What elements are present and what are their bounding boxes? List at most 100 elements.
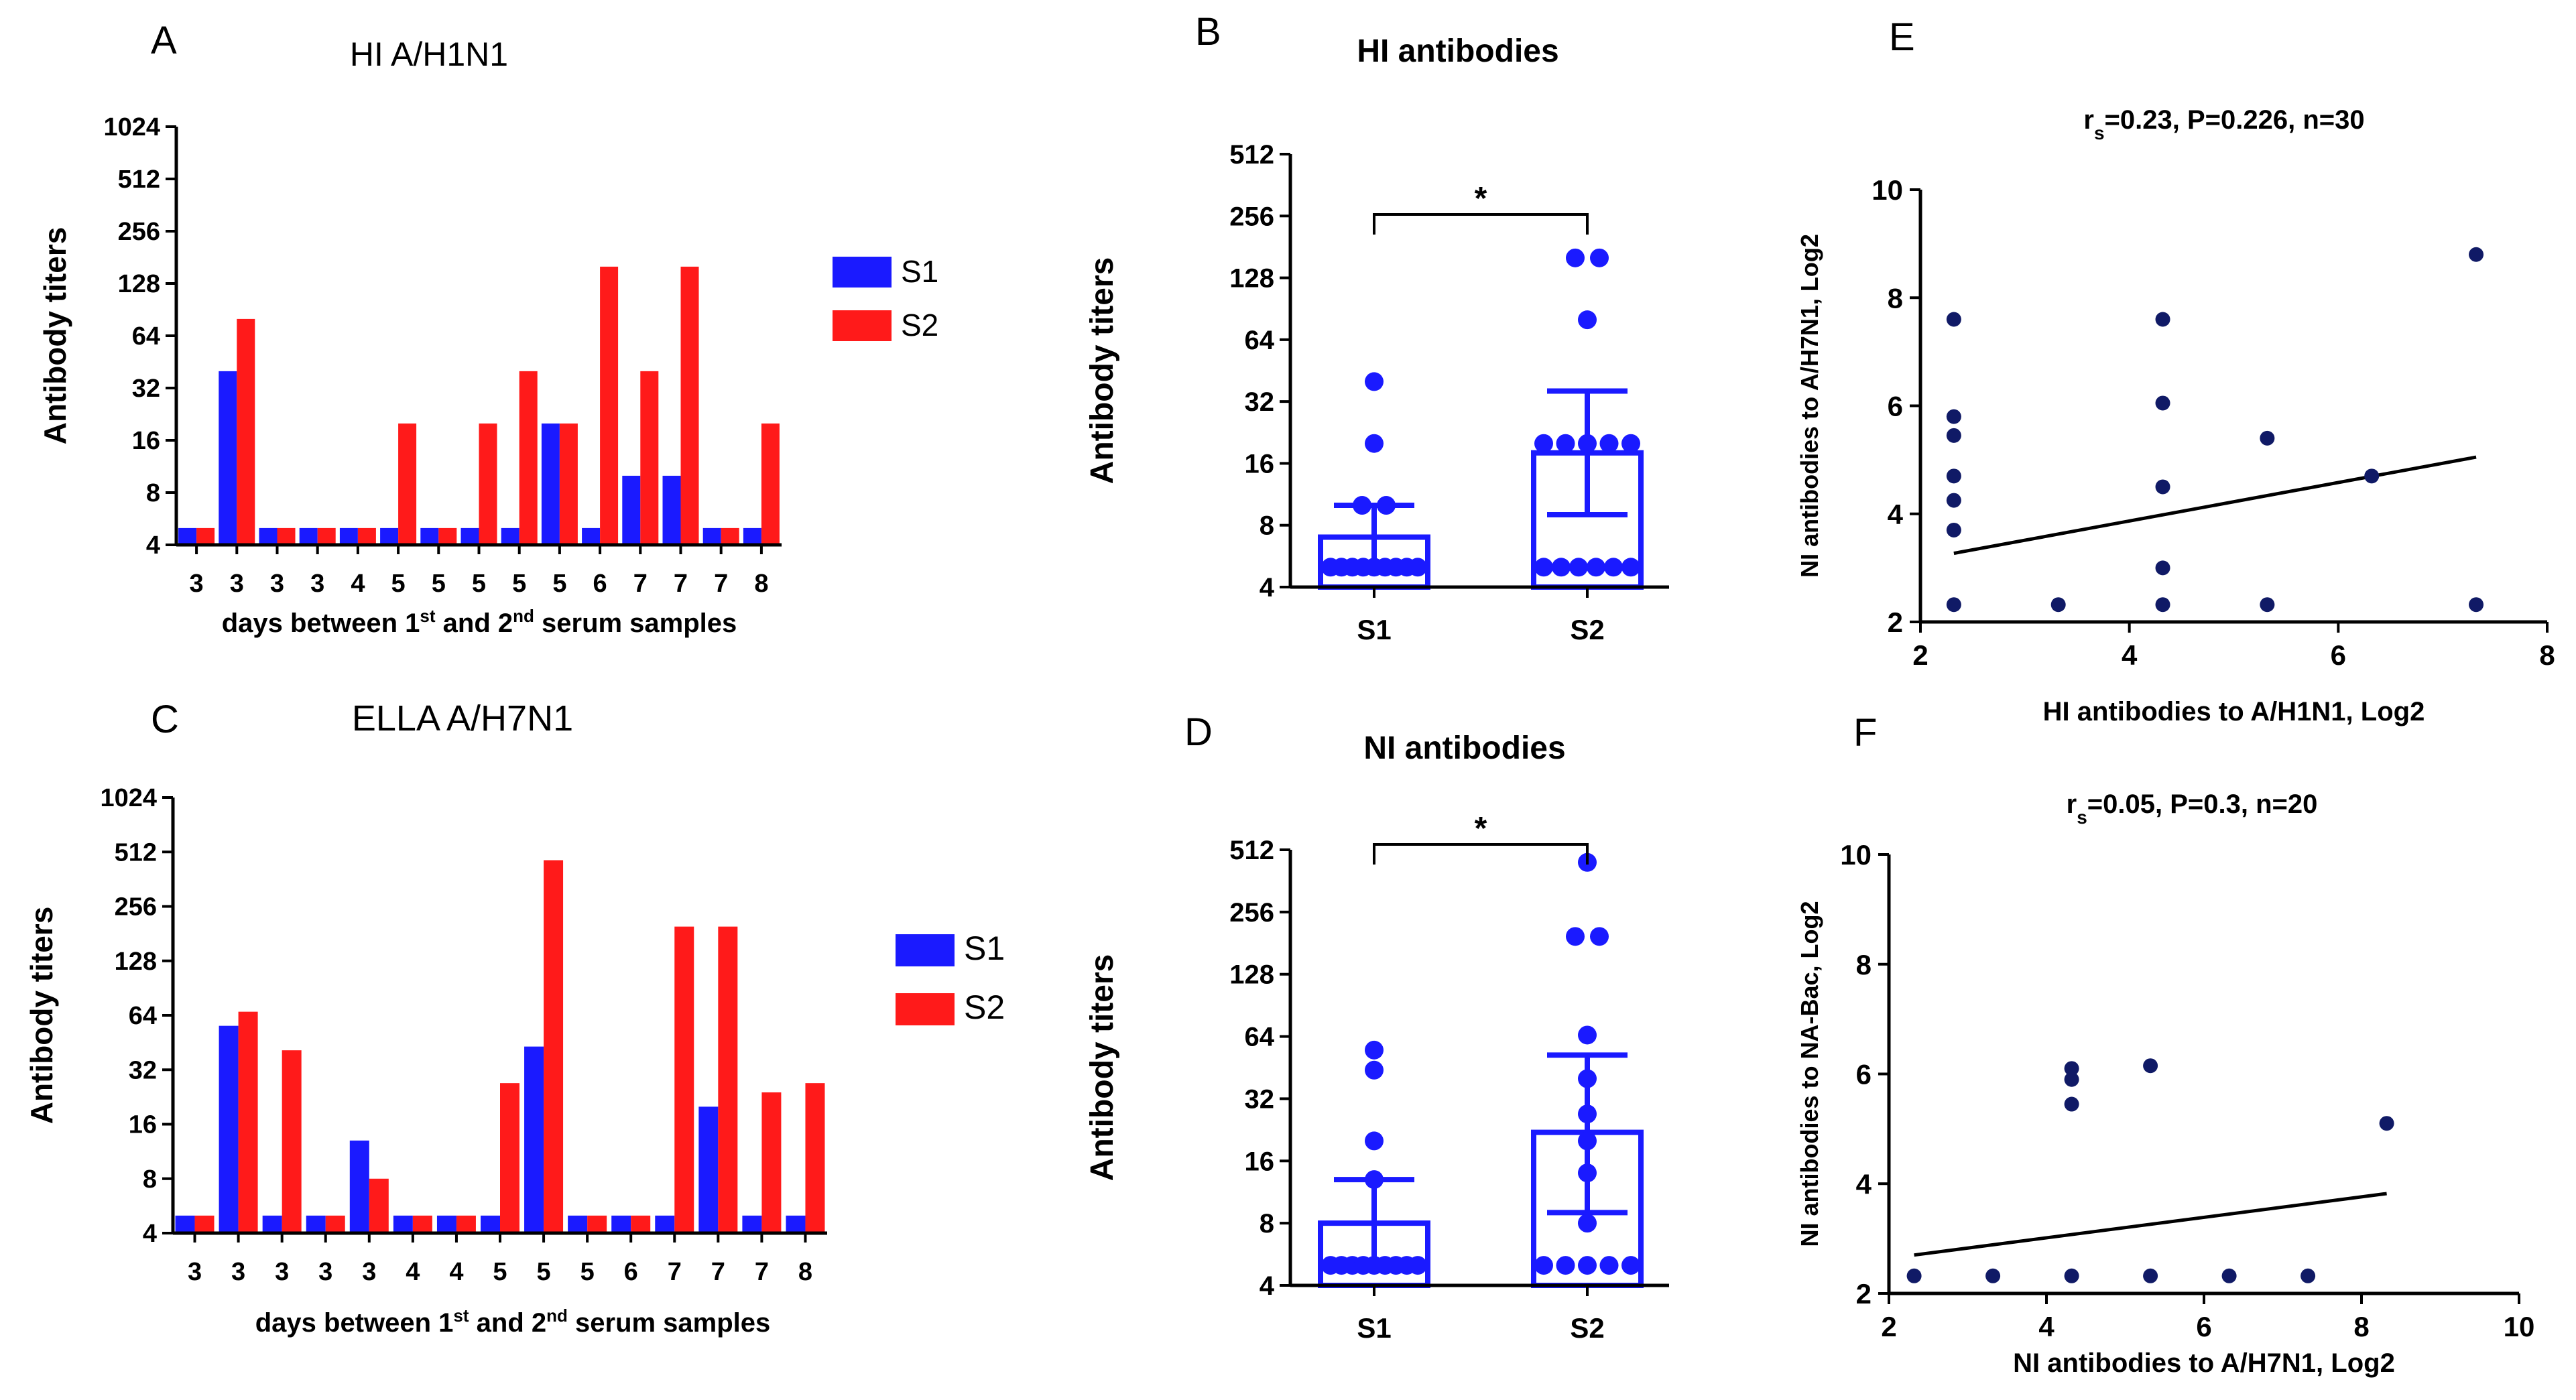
bar-c-s2-10 [631,1215,651,1233]
x-tick-label-a-9: 5 [552,570,566,598]
x-axis-label-c: days between 1st and 2nd serum samples [255,1306,771,1338]
data-point-f-9 [2301,1268,2316,1283]
bar-a-s2-2 [277,527,296,545]
y-tick-label-d-4: 64 [1245,1023,1275,1052]
y-tick-label-d-5: 128 [1229,960,1274,990]
chart-title-part: r [2067,789,2077,819]
data-point-e-11 [2155,395,2170,411]
bar-a-s2-5 [398,423,417,545]
bar-c-s2-6 [456,1215,476,1233]
bar-c-s2-1 [238,1011,258,1233]
y-tick-label-c-1: 8 [143,1165,157,1194]
chart-title-sub: s [2094,123,2105,143]
bar-c-s2-0 [194,1215,214,1233]
data-point-e-15 [2364,468,2380,484]
y-tick-label-d-6: 256 [1229,898,1274,928]
x-tick-label-a-14: 8 [754,570,768,598]
data-point-b-s2-11 [1578,310,1597,330]
x-tick-label-c-13: 7 [755,1258,769,1286]
bar-c-s1-6 [436,1215,456,1233]
data-point-f-1 [1985,1268,2001,1283]
bar-a-s2-11 [640,371,659,545]
data-point-f-8 [2221,1268,2237,1283]
y-tick-label-b-2: 16 [1245,449,1275,479]
x-tick-label-f-1: 4 [2038,1311,2054,1342]
bar-a-s1-5 [380,527,399,545]
x-tick-label-c-8: 5 [536,1258,550,1286]
y-tick-label-d-3: 32 [1245,1084,1275,1114]
y-tick-label-b-1: 8 [1260,511,1274,541]
y-axis-label-b: Antibody titers [1085,257,1120,485]
x-tick-label-a-13: 7 [714,570,728,598]
x-tick-label-a-12: 7 [674,570,688,598]
data-point-d-s2-5 [1578,1214,1597,1233]
x-tick-label-f-3: 8 [2353,1311,2369,1342]
bar-a-s1-4 [339,527,358,545]
x-axis-label-f: NI antibodies to A/H7N1, Log2 [2013,1348,2395,1378]
data-point-b-s2-6 [1534,434,1553,453]
bar-a-s1-10 [582,527,601,545]
bar-c-s2-9 [587,1215,607,1233]
y-tick-label-b-5: 128 [1229,264,1274,294]
x-axis-label-part: serum samples [568,1308,770,1338]
y-tick-label-b-3: 32 [1245,387,1275,417]
x-tick-label-a-2: 3 [270,570,284,598]
data-point-d-s1-12 [1365,1040,1384,1060]
y-tick-label-a-5: 128 [118,270,160,298]
data-point-d-s2-2 [1578,1256,1597,1275]
data-point-d-s2-7 [1578,1131,1597,1151]
bar-c-s1-8 [524,1046,544,1233]
data-point-e-1 [1946,522,1961,537]
data-point-d-s1-8 [1408,1256,1427,1275]
data-point-d-s1-11 [1365,1060,1384,1080]
data-point-b-s1-9 [1353,496,1371,515]
x-tick-label-c-10: 6 [624,1258,638,1286]
data-point-e-14 [2260,430,2275,446]
data-point-d-s2-3 [1599,1256,1619,1275]
data-point-f-3 [2064,1096,2079,1112]
data-point-b-s2-1 [1552,558,1571,577]
data-point-e-5 [1946,409,1961,424]
bar-a-s1-7 [461,527,479,545]
significance-marker-d: * [1475,811,1487,846]
data-point-b-s2-8 [1578,434,1597,453]
bar-a-s2-0 [196,527,215,545]
chart-title-d: NI antibodies [1363,730,1565,766]
x-tick-label-c-5: 4 [406,1258,420,1286]
y-tick-label-e-2: 6 [1888,391,1903,422]
panel-letter-b: B [1195,10,1221,54]
x-axis-label-sup: st [453,1306,469,1326]
bar-c-s2-11 [674,926,694,1233]
x-tick-label-e-1: 4 [2122,639,2138,671]
significance-bracket-d [1373,843,1589,865]
x-axis-label-part: days between 1 [222,609,420,638]
bar-a-s1-1 [219,371,237,545]
panel-letter-d: D [1184,710,1213,754]
data-point-d-s2-1 [1556,1256,1575,1275]
x-tick-label-b-1: S2 [1570,614,1604,645]
fit-line-f [1914,1192,2387,1257]
x-tick-label-c-11: 7 [668,1258,682,1286]
y-tick-label-b-0: 4 [1260,573,1275,602]
data-point-d-s1-9 [1365,1170,1384,1190]
y-tick-label-c-7: 512 [115,838,157,867]
bar-c-s2-4 [369,1178,389,1233]
x-axis-label-e: HI antibodies to A/H1N1, Log2 [2043,697,2425,726]
x-tick-label-f-2: 6 [2196,1311,2211,1342]
bar-c-s1-0 [175,1215,195,1233]
chart-title-part: =0.05, P=0.3, n=20 [2087,789,2318,819]
chart-title-a: HI A/H1N1 [350,36,508,73]
data-point-d-s2-12 [1590,927,1609,946]
y-tick-label-a-6: 256 [118,218,160,246]
y-tick-label-e-0: 2 [1888,607,1903,638]
bar-a-s2-13 [721,527,739,545]
y-tick-label-e-3: 8 [1888,282,1903,314]
bar-c-s1-11 [655,1215,675,1233]
chart-title-f: rs=0.05, P=0.3, n=20 [2067,789,2318,828]
data-point-e-4 [1946,428,1961,443]
y-tick-label-b-4: 64 [1245,326,1275,355]
legend-swatch-a-s1 [833,257,892,288]
y-tick-label-f-0: 2 [1856,1278,1872,1310]
bar-a-s1-6 [420,527,439,545]
data-point-e-7 [2050,597,2066,613]
